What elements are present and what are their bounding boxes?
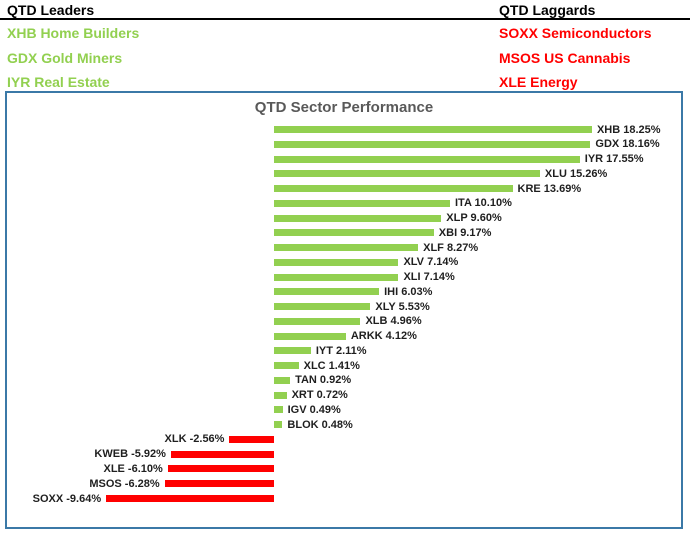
bar-XLI xyxy=(274,273,399,281)
bar-XLY xyxy=(274,303,371,311)
bar-label-TAN: TAN 0.92% xyxy=(295,374,352,387)
bar-label-XLV: XLV 7.14% xyxy=(403,256,459,269)
bar-label-IYR: IYR 17.55% xyxy=(584,153,644,166)
bar-XLF xyxy=(274,244,419,252)
bar-label-GDX: GDX 18.16% xyxy=(595,138,660,151)
bar-KWEB xyxy=(170,450,275,458)
bar-XBI xyxy=(274,229,434,237)
bar-label-XLI: XLI 7.14% xyxy=(403,271,455,284)
laggard-item-xle: XLE Energy xyxy=(499,74,578,90)
bar-XRT xyxy=(274,391,287,399)
bar-label-XLK: XLK -2.56% xyxy=(164,433,225,446)
bar-label-XHB: XHB 18.25% xyxy=(596,123,661,136)
chart-title: QTD Sector Performance xyxy=(254,99,434,116)
bar-IGV xyxy=(274,406,283,414)
bar-label-XLF: XLF 8.27% xyxy=(423,241,479,254)
bar-label-ITA: ITA 10.10% xyxy=(455,197,512,210)
bar-ITA xyxy=(274,199,450,207)
bar-IYR xyxy=(274,155,580,163)
bar-IYT xyxy=(274,347,311,355)
qtd-laggards-title: QTD Laggards xyxy=(499,2,596,18)
bar-XHB xyxy=(274,126,592,133)
leader-item-xhb: XHB Home Builders xyxy=(7,25,140,41)
bar-XLE xyxy=(167,465,275,473)
bar-XLV xyxy=(274,258,399,266)
bar-label-XLE: XLE -6.10% xyxy=(103,462,163,475)
bar-label-IGV: IGV 0.49% xyxy=(287,403,341,416)
bar-label-XBI: XBI 9.17% xyxy=(438,226,492,239)
bar-label-XRT: XRT 0.72% xyxy=(291,389,348,402)
bar-TAN xyxy=(274,376,291,384)
bar-IHI xyxy=(274,288,380,296)
laggard-item-msos: MSOS US Cannabis xyxy=(499,50,631,66)
bar-SOXX xyxy=(106,495,275,502)
bar-KRE xyxy=(274,185,513,193)
bar-XLB xyxy=(274,317,361,325)
bar-label-XLC: XLC 1.41% xyxy=(303,359,360,372)
laggard-item-soxx: SOXX Semiconductors xyxy=(499,25,652,41)
bar-label-KRE: KRE 13.69% xyxy=(517,182,582,195)
bar-label-IYT: IYT 2.11% xyxy=(315,344,367,357)
qtd-sector-performance-chart: QTD Sector Performance XHB 18.25% GDX 18.… xyxy=(5,91,683,529)
bar-MSOS xyxy=(164,480,275,488)
header-divider-line xyxy=(0,18,690,20)
bar-label-XLP: XLP 9.60% xyxy=(446,212,502,225)
bar-XLU xyxy=(274,170,540,178)
bar-GDX xyxy=(274,140,591,148)
bar-label-XLB: XLB 4.96% xyxy=(365,315,422,328)
plot-area: XHB 18.25% GDX 18.16% IYR 17.55% XLU 15.26%… xyxy=(7,93,681,527)
bar-ARKK xyxy=(274,332,346,340)
leader-item-gdx: GDX Gold Miners xyxy=(7,50,123,66)
bar-XLC xyxy=(274,362,299,370)
bar-XLK xyxy=(229,435,275,443)
qtd-leaders-title: QTD Leaders xyxy=(7,2,95,18)
bar-label-IHI: IHI 6.03% xyxy=(384,285,433,298)
bar-label-KWEB: KWEB -5.92% xyxy=(94,448,166,461)
bar-XLP xyxy=(274,214,442,222)
bar-BLOK xyxy=(274,421,283,429)
bar-label-XLY: XLY 5.53% xyxy=(375,300,430,313)
bar-label-MSOS: MSOS -6.28% xyxy=(89,477,160,490)
bar-label-ARKK: ARKK 4.12% xyxy=(350,330,417,343)
bar-label-XLU: XLU 15.26% xyxy=(544,167,608,180)
leader-item-iyr: IYR Real Estate xyxy=(7,74,110,90)
bar-label-BLOK: BLOK 0.48% xyxy=(287,418,353,431)
bar-label-SOXX: SOXX -9.64% xyxy=(32,492,102,505)
